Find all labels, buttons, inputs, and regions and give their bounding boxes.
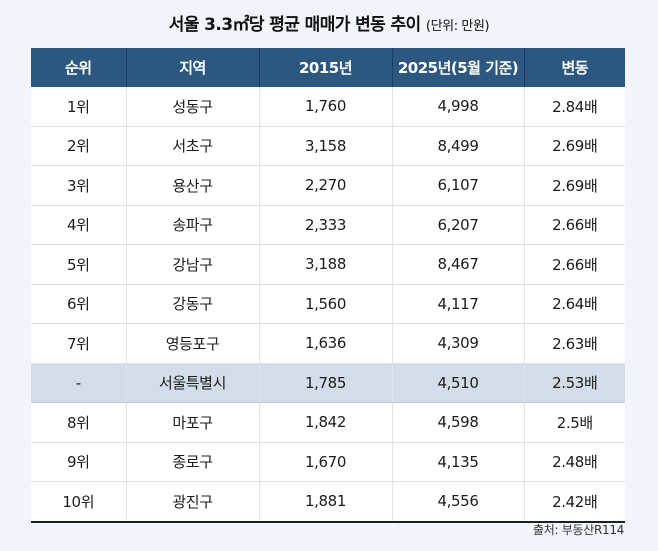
cell-district: 강동구 bbox=[126, 284, 260, 324]
header-change: 변동 bbox=[524, 48, 625, 87]
table-row: 4위 송파구 2,333 6,207 2.66배 bbox=[31, 205, 625, 245]
table-body: 1위 성동구 1,760 4,998 2.84배 2위 서초구 3,158 8,… bbox=[31, 87, 625, 522]
cell-district: 강남구 bbox=[126, 244, 260, 285]
cell-rank: 4위 bbox=[31, 205, 127, 245]
cell-rank: 2위 bbox=[31, 126, 127, 166]
table-row: 6위 강동구 1,560 4,117 2.64배 bbox=[31, 284, 625, 324]
cell-change: 2.64배 bbox=[524, 284, 625, 324]
cell-change: 2.69배 bbox=[524, 126, 625, 166]
cell-2015: 2,270 bbox=[259, 165, 393, 206]
cell-2015: 1,785 bbox=[259, 363, 393, 403]
table-row: 5위 강남구 3,188 8,467 2.66배 bbox=[31, 244, 625, 285]
source-note: 출처: 부동산R114 bbox=[532, 523, 624, 537]
cell-rank: 8위 bbox=[31, 402, 127, 443]
cell-2025: 4,598 bbox=[392, 402, 525, 443]
cell-2015: 2,333 bbox=[259, 205, 393, 245]
cell-rank: 1위 bbox=[31, 87, 127, 127]
cell-rank: 5위 bbox=[31, 244, 127, 285]
cell-district: 종로구 bbox=[126, 442, 260, 482]
cell-2025: 6,107 bbox=[392, 165, 525, 206]
table-title: 서울 3.3㎡당 평균 매매가 변동 추이 (단위: 만원) bbox=[0, 10, 658, 35]
cell-change: 2.53배 bbox=[524, 363, 625, 403]
header-2025: 2025년(5월 기준) bbox=[392, 48, 525, 87]
cell-2025: 4,117 bbox=[392, 284, 525, 324]
header-2015: 2015년 bbox=[259, 48, 393, 87]
cell-2015: 3,158 bbox=[259, 126, 393, 166]
cell-change: 2.66배 bbox=[524, 205, 625, 245]
cell-change: 2.48배 bbox=[524, 442, 625, 482]
cell-rank: 7위 bbox=[31, 323, 127, 364]
table-row: 1위 성동구 1,760 4,998 2.84배 bbox=[31, 87, 625, 127]
cell-rank: 9위 bbox=[31, 442, 127, 482]
cell-district: 마포구 bbox=[126, 402, 260, 443]
cell-2015: 1,881 bbox=[259, 481, 393, 522]
cell-rank: 6위 bbox=[31, 284, 127, 324]
cell-rank: 3위 bbox=[31, 165, 127, 206]
cell-2025: 4,510 bbox=[392, 363, 525, 403]
cell-change: 2.42배 bbox=[552, 492, 598, 511]
table-row: 9위 종로구 1,670 4,135 2.48배 bbox=[31, 442, 625, 482]
cell-district: 서초구 bbox=[126, 126, 260, 166]
table-row-seoul-average: - 서울특별시 1,785 4,510 2.53배 bbox=[31, 363, 625, 403]
cell-district: 송파구 bbox=[126, 205, 260, 245]
cell-change: 2.63배 bbox=[524, 323, 625, 364]
cell-2015: 1,760 bbox=[259, 87, 393, 127]
cell-2025: 8,499 bbox=[392, 126, 525, 166]
cell-district: 광진구 bbox=[126, 481, 260, 522]
title-main: 서울 3.3㎡당 평균 매매가 변동 추이 bbox=[168, 15, 421, 35]
cell-change: 2.5배 bbox=[524, 402, 625, 443]
cell-district: 영등포구 bbox=[126, 323, 260, 364]
cell-2015: 1,670 bbox=[259, 442, 393, 482]
cell-2015: 1,842 bbox=[259, 402, 393, 443]
cell-district: 용산구 bbox=[126, 165, 260, 206]
header-row: 순위 지역 2015년 2025년(5월 기준) 변동 bbox=[31, 48, 625, 87]
header-rank: 순위 bbox=[31, 48, 127, 87]
cell-2025: 4,998 bbox=[392, 87, 525, 127]
cell-2015: 1,560 bbox=[259, 284, 393, 324]
table-row: 8위 마포구 1,842 4,598 2.5배 bbox=[31, 402, 625, 443]
cell-change: 2.84배 bbox=[524, 87, 625, 127]
cell-2025: 8,467 bbox=[392, 244, 525, 285]
cell-change: 2.66배 bbox=[524, 244, 625, 285]
cell-2015: 1,636 bbox=[259, 323, 393, 364]
cell-2025: 4,135 bbox=[392, 442, 525, 482]
cell-district: 성동구 bbox=[126, 87, 260, 127]
cell-rank: - bbox=[31, 363, 127, 403]
price-change-table: 순위 지역 2015년 2025년(5월 기준) 변동 1위 성동구 1,760… bbox=[31, 48, 625, 523]
table-row: 10위 광진구 1,881 4,556 2.42배 bbox=[31, 481, 625, 522]
table-header: 순위 지역 2015년 2025년(5월 기준) 변동 bbox=[31, 48, 625, 87]
cell-2015: 3,188 bbox=[259, 244, 393, 285]
header-district: 지역 bbox=[126, 48, 260, 87]
cell-2025: 6,207 bbox=[392, 205, 525, 245]
cell-2025: 4,309 bbox=[392, 323, 525, 364]
cell-change: 2.69배 bbox=[524, 165, 625, 206]
table-row: 2위 서초구 3,158 8,499 2.69배 bbox=[31, 126, 625, 166]
table-row: 7위 영등포구 1,636 4,309 2.63배 bbox=[31, 323, 625, 364]
cell-district: 서울특별시 bbox=[126, 363, 260, 403]
title-unit: (단위: 만원) bbox=[425, 19, 490, 34]
table-row: 3위 용산구 2,270 6,107 2.69배 bbox=[31, 165, 625, 206]
cell-rank: 10위 bbox=[31, 481, 127, 522]
cell-2025: 4,556 bbox=[392, 481, 525, 522]
